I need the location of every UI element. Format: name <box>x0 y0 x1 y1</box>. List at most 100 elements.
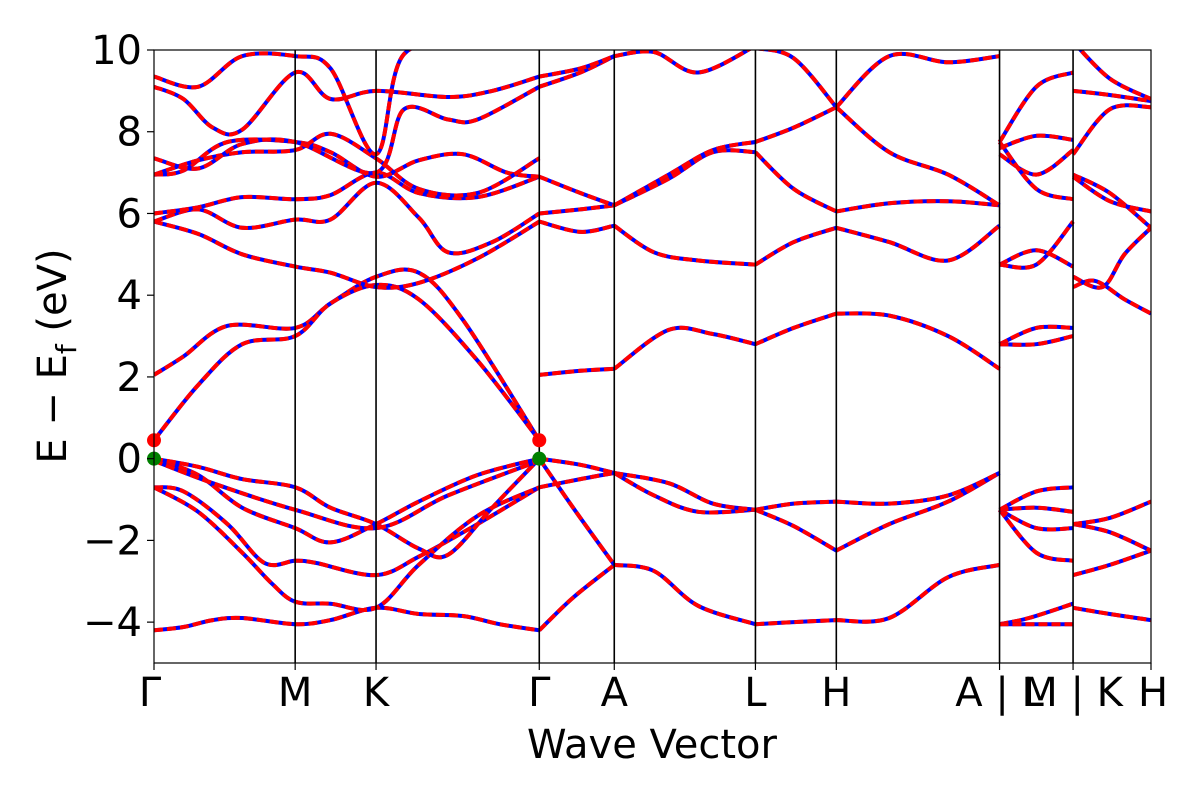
x-tick-label: Γ <box>528 670 551 716</box>
band-line-fit <box>614 50 752 75</box>
x-tick-label: M <box>278 670 313 716</box>
band-line-fit <box>997 140 1074 202</box>
band-line-fit <box>999 334 1074 347</box>
x-tick-label: Γ <box>139 670 162 716</box>
band-line-fit <box>1072 226 1151 290</box>
band-line-fit <box>1072 522 1151 553</box>
band-line-fit <box>538 174 615 208</box>
band-line-fit <box>998 248 1074 269</box>
x-tick-label: K <box>363 670 391 716</box>
y-tick-label: 8 <box>117 110 142 156</box>
x-tick-label: A | L <box>955 670 1044 716</box>
band-line-fit <box>613 471 756 515</box>
band-line-fit <box>154 170 540 216</box>
y-tick-label: 6 <box>117 191 142 237</box>
band-line-fit <box>999 505 1074 514</box>
band-line-fit <box>154 131 541 198</box>
vbm-marker <box>532 451 547 466</box>
band-line-fit <box>537 457 616 567</box>
band-line-fit <box>538 54 616 79</box>
band-line-fit <box>154 180 541 256</box>
band-line-fit <box>1072 548 1151 578</box>
band-line-fit <box>539 456 615 475</box>
band-line-dft <box>154 605 540 633</box>
band-line-fit <box>154 267 541 442</box>
x-tick-label: L <box>744 670 767 716</box>
band-line-fit <box>1072 88 1151 104</box>
band-line-fit <box>154 458 541 531</box>
band-line-fit <box>613 471 756 512</box>
bands-layer <box>154 50 1151 633</box>
band-line-fit <box>836 311 1001 371</box>
band-line-fit <box>998 133 1074 150</box>
x-axis: Γ M K Γ A L H A | LM | K H <box>139 663 1168 716</box>
band-line-fit <box>154 485 541 613</box>
band-line-fit <box>998 508 1074 532</box>
band-line-fit <box>614 562 757 627</box>
y-tick-label: 2 <box>117 355 142 401</box>
y-axis-label-subscript: f <box>50 343 83 354</box>
band-line-fit <box>998 148 1075 177</box>
x-tick-label: H <box>821 670 851 716</box>
band-line-fit <box>613 140 756 208</box>
band-line-fit <box>1071 103 1151 156</box>
band-line-fit <box>998 324 1074 347</box>
y-axis-label: E − Ef (eV) <box>30 248 83 463</box>
y-axis: −4 −2 0 2 4 6 8 10 <box>83 28 154 646</box>
band-line-fit <box>154 282 541 442</box>
y-tick-label: 0 <box>117 437 142 483</box>
x-tick-label: H <box>1138 670 1168 716</box>
band-line-fit <box>154 456 541 560</box>
band-line-fit <box>999 220 1075 270</box>
band-line-fit <box>1071 175 1151 214</box>
x-tick-label: M | K <box>1023 670 1124 716</box>
band-line-fit <box>754 225 837 267</box>
band-line-fit <box>154 485 541 578</box>
band-line-fit <box>998 485 1074 512</box>
y-tick-label: 10 <box>91 28 142 74</box>
band-line-fit <box>1072 499 1151 527</box>
band-line-fit <box>836 471 1001 506</box>
cbm-marker <box>532 433 547 448</box>
band-line-fit <box>154 456 540 545</box>
plot-frame <box>153 49 1152 664</box>
y-tick-label: −2 <box>83 518 142 564</box>
y-tick-label: −4 <box>83 600 142 646</box>
band-line-fit <box>754 150 838 214</box>
band-line-fit <box>834 105 1001 208</box>
band-line-fit <box>997 508 1074 563</box>
band-line-fit <box>1072 172 1151 230</box>
band-line-fit <box>754 105 838 144</box>
band-line-fit <box>539 366 615 377</box>
band-line-fit <box>154 219 541 290</box>
band-line-fit <box>613 224 756 267</box>
band-line-fit <box>154 70 540 137</box>
band-line-fit <box>754 311 837 347</box>
x-tick-label: A <box>601 670 629 716</box>
band-line-fit <box>539 203 615 216</box>
y-axis-label-unit: (eV) <box>30 248 76 344</box>
y-tick-label: 4 <box>117 273 142 319</box>
x-axis-label: Wave Vector <box>527 722 778 768</box>
band-line-fit <box>755 50 838 109</box>
band-line-fit <box>154 137 540 179</box>
band-line-fit <box>834 51 1000 109</box>
band-line-dft <box>836 562 1000 624</box>
y-axis-label-main: E − E <box>30 354 76 464</box>
band-line-fit <box>1072 605 1151 623</box>
band-line-fit <box>537 563 616 632</box>
band-line-fit <box>754 507 838 553</box>
band-line-fit <box>1072 278 1151 316</box>
band-line-fit <box>835 224 1001 263</box>
band-line-fit <box>755 618 837 627</box>
band-line-fit <box>836 199 1000 214</box>
band-line-fit <box>538 219 615 234</box>
band-line-fit <box>1077 50 1151 101</box>
band-line-fit <box>613 325 756 371</box>
band-line-fit <box>997 70 1074 144</box>
band-line-fit <box>538 471 615 490</box>
band-line-fit <box>755 499 837 512</box>
high-symmetry-lines <box>294 50 1074 663</box>
band-line-fit <box>154 50 413 157</box>
